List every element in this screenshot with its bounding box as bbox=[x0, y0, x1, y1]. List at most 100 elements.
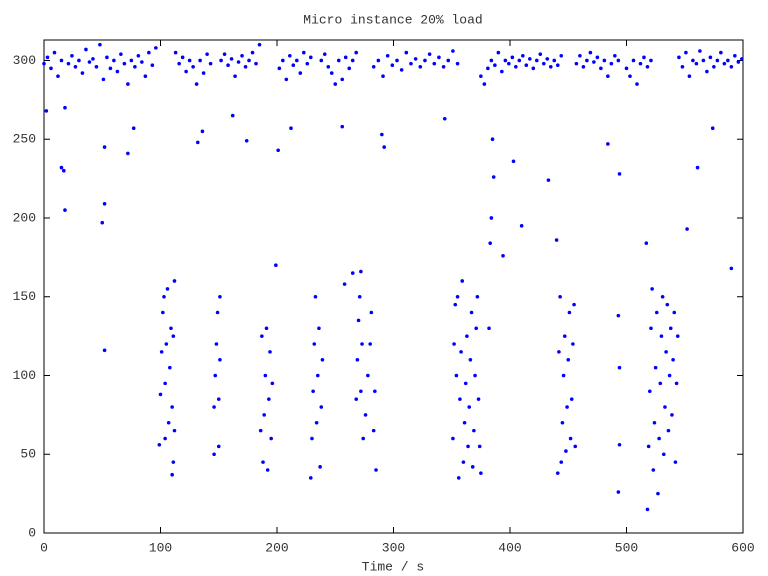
point bbox=[187, 58, 192, 63]
point bbox=[164, 342, 169, 346]
point bbox=[215, 310, 220, 315]
point bbox=[705, 69, 709, 74]
point bbox=[581, 64, 586, 69]
point bbox=[229, 57, 234, 61]
point bbox=[100, 220, 105, 225]
point bbox=[451, 49, 455, 53]
point bbox=[654, 310, 659, 315]
point bbox=[493, 63, 497, 68]
point bbox=[222, 52, 227, 56]
point bbox=[511, 159, 516, 164]
point bbox=[456, 476, 461, 480]
point bbox=[548, 64, 553, 69]
point bbox=[270, 381, 275, 386]
point bbox=[42, 61, 46, 66]
point bbox=[606, 142, 610, 146]
point bbox=[432, 61, 437, 66]
point bbox=[254, 61, 258, 66]
point bbox=[163, 436, 167, 441]
point bbox=[244, 139, 249, 143]
point bbox=[44, 109, 49, 113]
point bbox=[318, 465, 322, 469]
point bbox=[559, 53, 564, 58]
point bbox=[571, 342, 575, 346]
point bbox=[651, 468, 656, 472]
point bbox=[624, 66, 629, 71]
point bbox=[311, 389, 315, 394]
point bbox=[592, 60, 596, 64]
point bbox=[102, 202, 107, 206]
point bbox=[172, 428, 177, 433]
point bbox=[558, 294, 562, 299]
point bbox=[147, 50, 151, 55]
x-tick-label: 500 bbox=[615, 540, 638, 555]
point bbox=[219, 58, 223, 63]
point bbox=[664, 350, 668, 354]
point bbox=[673, 460, 678, 464]
point bbox=[184, 69, 188, 74]
point bbox=[687, 74, 692, 79]
point bbox=[376, 58, 381, 63]
y-tick-label: 100 bbox=[13, 368, 36, 383]
point bbox=[468, 357, 473, 362]
point bbox=[298, 71, 303, 75]
point bbox=[274, 263, 278, 268]
point bbox=[496, 50, 501, 55]
point bbox=[291, 63, 296, 68]
point bbox=[461, 460, 466, 464]
point bbox=[677, 55, 681, 60]
point bbox=[663, 405, 667, 409]
point bbox=[565, 405, 569, 409]
point bbox=[212, 405, 216, 409]
point bbox=[617, 172, 622, 176]
point bbox=[77, 58, 81, 63]
point bbox=[609, 61, 614, 66]
point bbox=[561, 373, 566, 378]
point bbox=[126, 82, 130, 86]
point bbox=[172, 279, 177, 283]
y-tick-label: 300 bbox=[13, 53, 36, 68]
point bbox=[102, 145, 107, 149]
point bbox=[382, 145, 386, 149]
y-tick-label: 150 bbox=[13, 289, 36, 304]
point bbox=[572, 302, 576, 307]
point bbox=[70, 53, 74, 58]
point bbox=[606, 74, 610, 79]
point bbox=[314, 420, 319, 425]
point bbox=[168, 365, 172, 370]
point bbox=[726, 58, 730, 63]
point bbox=[340, 77, 345, 82]
point bbox=[660, 294, 665, 299]
point bbox=[453, 302, 458, 307]
point bbox=[459, 350, 463, 354]
point bbox=[541, 61, 546, 66]
point bbox=[671, 357, 675, 362]
point bbox=[649, 58, 653, 63]
point bbox=[665, 302, 670, 307]
point bbox=[52, 50, 57, 55]
point bbox=[91, 57, 95, 61]
point bbox=[133, 64, 137, 69]
point bbox=[369, 310, 374, 315]
point bbox=[675, 334, 680, 338]
chart-title: Micro instance 20% load bbox=[303, 12, 482, 27]
point bbox=[143, 74, 148, 79]
point bbox=[49, 66, 53, 71]
point bbox=[684, 50, 688, 55]
point bbox=[136, 53, 141, 58]
point bbox=[216, 397, 221, 401]
point bbox=[366, 373, 370, 378]
point bbox=[507, 61, 511, 66]
point bbox=[281, 58, 285, 63]
point bbox=[261, 460, 265, 464]
point bbox=[573, 444, 578, 449]
point bbox=[567, 310, 572, 315]
point bbox=[320, 357, 325, 362]
point bbox=[45, 55, 50, 60]
point bbox=[476, 397, 481, 401]
point bbox=[226, 63, 230, 68]
point bbox=[363, 413, 368, 417]
point bbox=[371, 64, 376, 69]
point bbox=[463, 381, 468, 386]
point bbox=[233, 74, 237, 79]
